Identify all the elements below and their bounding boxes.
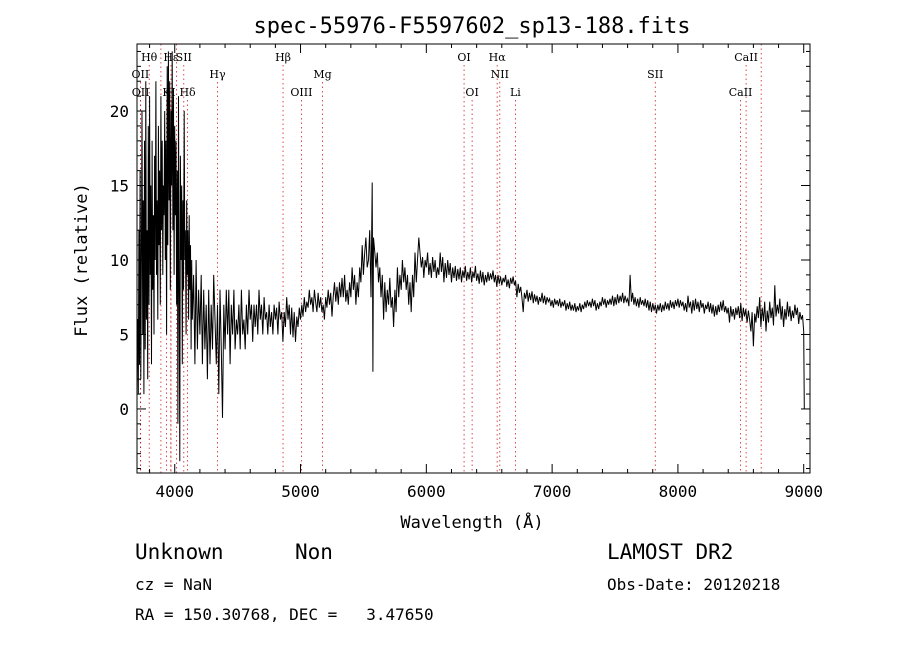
x-tick-label: 5000: [281, 482, 320, 501]
line-marker-label: H: [166, 86, 176, 99]
line-marker-label: SII: [647, 68, 663, 81]
line-marker-label: Hδ: [179, 86, 196, 99]
cz-label: cz = NaN: [135, 575, 213, 594]
y-tick-label: 15: [110, 177, 129, 196]
line-marker-label: OI: [457, 51, 470, 64]
spectrum-series: [137, 51, 805, 462]
marker-lines: [139, 44, 762, 473]
chart-title: spec-55976-F5597602_sp13-188.fits: [253, 14, 690, 39]
line-marker-label: OIII: [290, 86, 312, 99]
x-axis-label: Wavelength (Å): [400, 511, 543, 533]
plot-frame: [136, 43, 811, 474]
x-tick-label: 8000: [659, 482, 698, 501]
line-marker-label: NII: [491, 68, 509, 81]
y-tick-label: 10: [110, 251, 129, 270]
line-marker-label: Hβ: [275, 51, 291, 64]
line-marker-label: CaII: [734, 51, 758, 64]
x-tick-label: 7000: [533, 482, 572, 501]
x-axis: 4000 5000 6000 7000 8000 9000: [149, 44, 823, 501]
class-label: Unknown: [135, 540, 224, 564]
line-marker-label: Mg: [313, 68, 331, 81]
obs-date-label: Obs-Date: 20120218: [607, 575, 781, 594]
line-marker-label: Hγ: [209, 68, 226, 81]
line-marker-label: CaII: [729, 86, 753, 99]
line-marker-label: OI: [465, 86, 478, 99]
coords-label: RA = 150.30768, DEC = 3.47650: [135, 605, 434, 624]
line-marker-label: Hθ: [141, 51, 158, 64]
line-marker-label: Hα: [489, 51, 507, 64]
x-tick-label: 6000: [407, 482, 446, 501]
y-tick-label: 20: [110, 102, 129, 121]
line-marker-label: OII: [132, 68, 150, 81]
y-tick-label: 0: [119, 400, 129, 419]
line-marker-label: OII: [132, 86, 150, 99]
line-marker-label: Li: [510, 86, 521, 99]
survey-label: LAMOST DR2: [607, 540, 734, 564]
x-tick-label: 9000: [784, 482, 823, 501]
x-tick-label: 4000: [155, 482, 194, 501]
y-axis: 0 5 10 15 20: [110, 50, 810, 470]
y-tick-label: 5: [119, 325, 129, 344]
subclass-label: Non: [295, 540, 333, 564]
spectrum-line-0: [137, 51, 805, 462]
y-axis-label: Flux (relative): [72, 183, 92, 337]
line-marker-label: Hε: [163, 51, 179, 64]
line-marker-label: SII: [176, 51, 192, 64]
